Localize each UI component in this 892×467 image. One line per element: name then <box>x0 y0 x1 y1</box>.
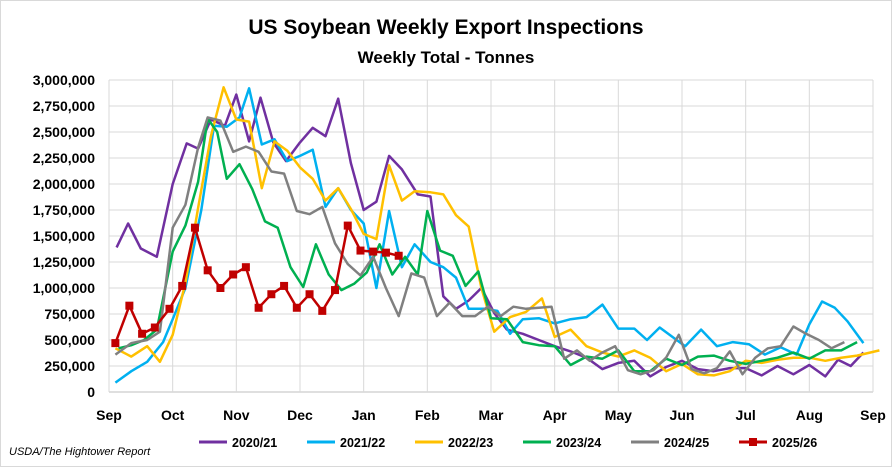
legend-label: 2023/24 <box>556 436 601 450</box>
x-tick-label: Jan <box>352 407 376 423</box>
y-tick-label: 1,000,000 <box>33 280 95 296</box>
y-axis: 0 250,000 500,000 750,000 1,000,000 1,250,000… <box>33 72 96 400</box>
y-tick-label: 1,250,000 <box>33 254 95 270</box>
legend-item: 2024/25 <box>631 436 709 450</box>
legend-label: 2024/25 <box>664 436 709 450</box>
data-point <box>356 246 365 255</box>
y-tick-label: 500,000 <box>44 332 95 348</box>
x-tick-label: Dec <box>287 407 313 423</box>
source-note: USDA/The Hightower Report <box>9 446 151 458</box>
series-line <box>118 117 858 373</box>
legend-item: 2020/21 <box>199 436 277 450</box>
series-2021-22 <box>114 87 865 384</box>
y-tick-label: 1,750,000 <box>33 202 95 218</box>
x-axis: Sep Oct Nov Dec Jan Feb Mar Apr May Jun Jul Aug Sep <box>96 407 886 423</box>
data-point <box>216 284 225 292</box>
data-point <box>150 323 159 332</box>
data-point <box>111 339 120 348</box>
data-point <box>241 263 250 272</box>
data-point <box>165 304 174 313</box>
x-tick-label: May <box>605 407 632 423</box>
x-tick-label: Mar <box>479 407 504 423</box>
data-point <box>190 223 199 232</box>
series-lines <box>111 86 880 384</box>
x-tick-label: Sep <box>860 407 886 423</box>
series-line <box>114 86 880 377</box>
y-tick-label: 750,000 <box>44 306 95 322</box>
legend-item: 2022/23 <box>415 436 493 450</box>
data-point <box>203 266 212 275</box>
legend-item: 2023/24 <box>523 436 601 450</box>
x-tick-label: Sep <box>96 407 122 423</box>
x-tick-label: Apr <box>543 407 568 423</box>
series-2025-26 <box>111 221 403 348</box>
data-point <box>305 290 314 299</box>
data-point <box>318 306 327 315</box>
data-point <box>292 303 301 312</box>
series-2022-23 <box>114 86 880 377</box>
legend-marker <box>749 438 757 446</box>
legend-label: 2021/22 <box>340 436 385 450</box>
data-point <box>343 221 352 230</box>
legend-item: 2025/26 <box>739 436 817 450</box>
data-point <box>138 329 147 338</box>
data-point <box>178 281 187 290</box>
y-tick-label: 250,000 <box>44 358 95 374</box>
x-tick-label: Nov <box>223 407 250 423</box>
legend: 2020/21 2021/22 2022/23 2023/24 2024/25 2025/… <box>199 436 817 450</box>
y-tick-label: 0 <box>87 384 95 400</box>
x-tick-label: Oct <box>161 407 185 423</box>
data-point <box>125 301 134 310</box>
data-point <box>394 251 403 260</box>
x-tick-label: Aug <box>796 407 823 423</box>
y-tick-label: 3,000,000 <box>33 72 95 88</box>
data-point <box>381 248 390 257</box>
series-line <box>114 116 845 376</box>
series-line <box>114 87 865 384</box>
data-point <box>229 270 238 279</box>
data-point <box>267 290 276 299</box>
data-point <box>280 281 289 290</box>
legend-label: 2020/21 <box>232 436 277 450</box>
legend-item: 2021/22 <box>307 436 385 450</box>
y-tick-label: 2,000,000 <box>33 176 95 192</box>
data-point <box>254 303 263 312</box>
legend-label: 2022/23 <box>448 436 493 450</box>
chart-title: US Soybean Weekly Export Inspections <box>248 16 643 39</box>
y-tick-label: 2,750,000 <box>33 98 95 114</box>
series-2024-25 <box>114 116 845 376</box>
y-tick-label: 2,500,000 <box>33 124 95 140</box>
y-tick-label: 1,500,000 <box>33 228 95 244</box>
chart-subtitle: Weekly Total - Tonnes <box>358 48 535 67</box>
data-point <box>331 286 340 295</box>
data-point <box>369 247 378 256</box>
x-tick-label: Feb <box>415 407 440 423</box>
x-tick-label: Jul <box>736 407 756 423</box>
y-tick-label: 2,250,000 <box>33 150 95 166</box>
series-2023-24 <box>118 117 858 373</box>
legend-label: 2025/26 <box>772 436 817 450</box>
x-tick-label: Jun <box>670 407 695 423</box>
